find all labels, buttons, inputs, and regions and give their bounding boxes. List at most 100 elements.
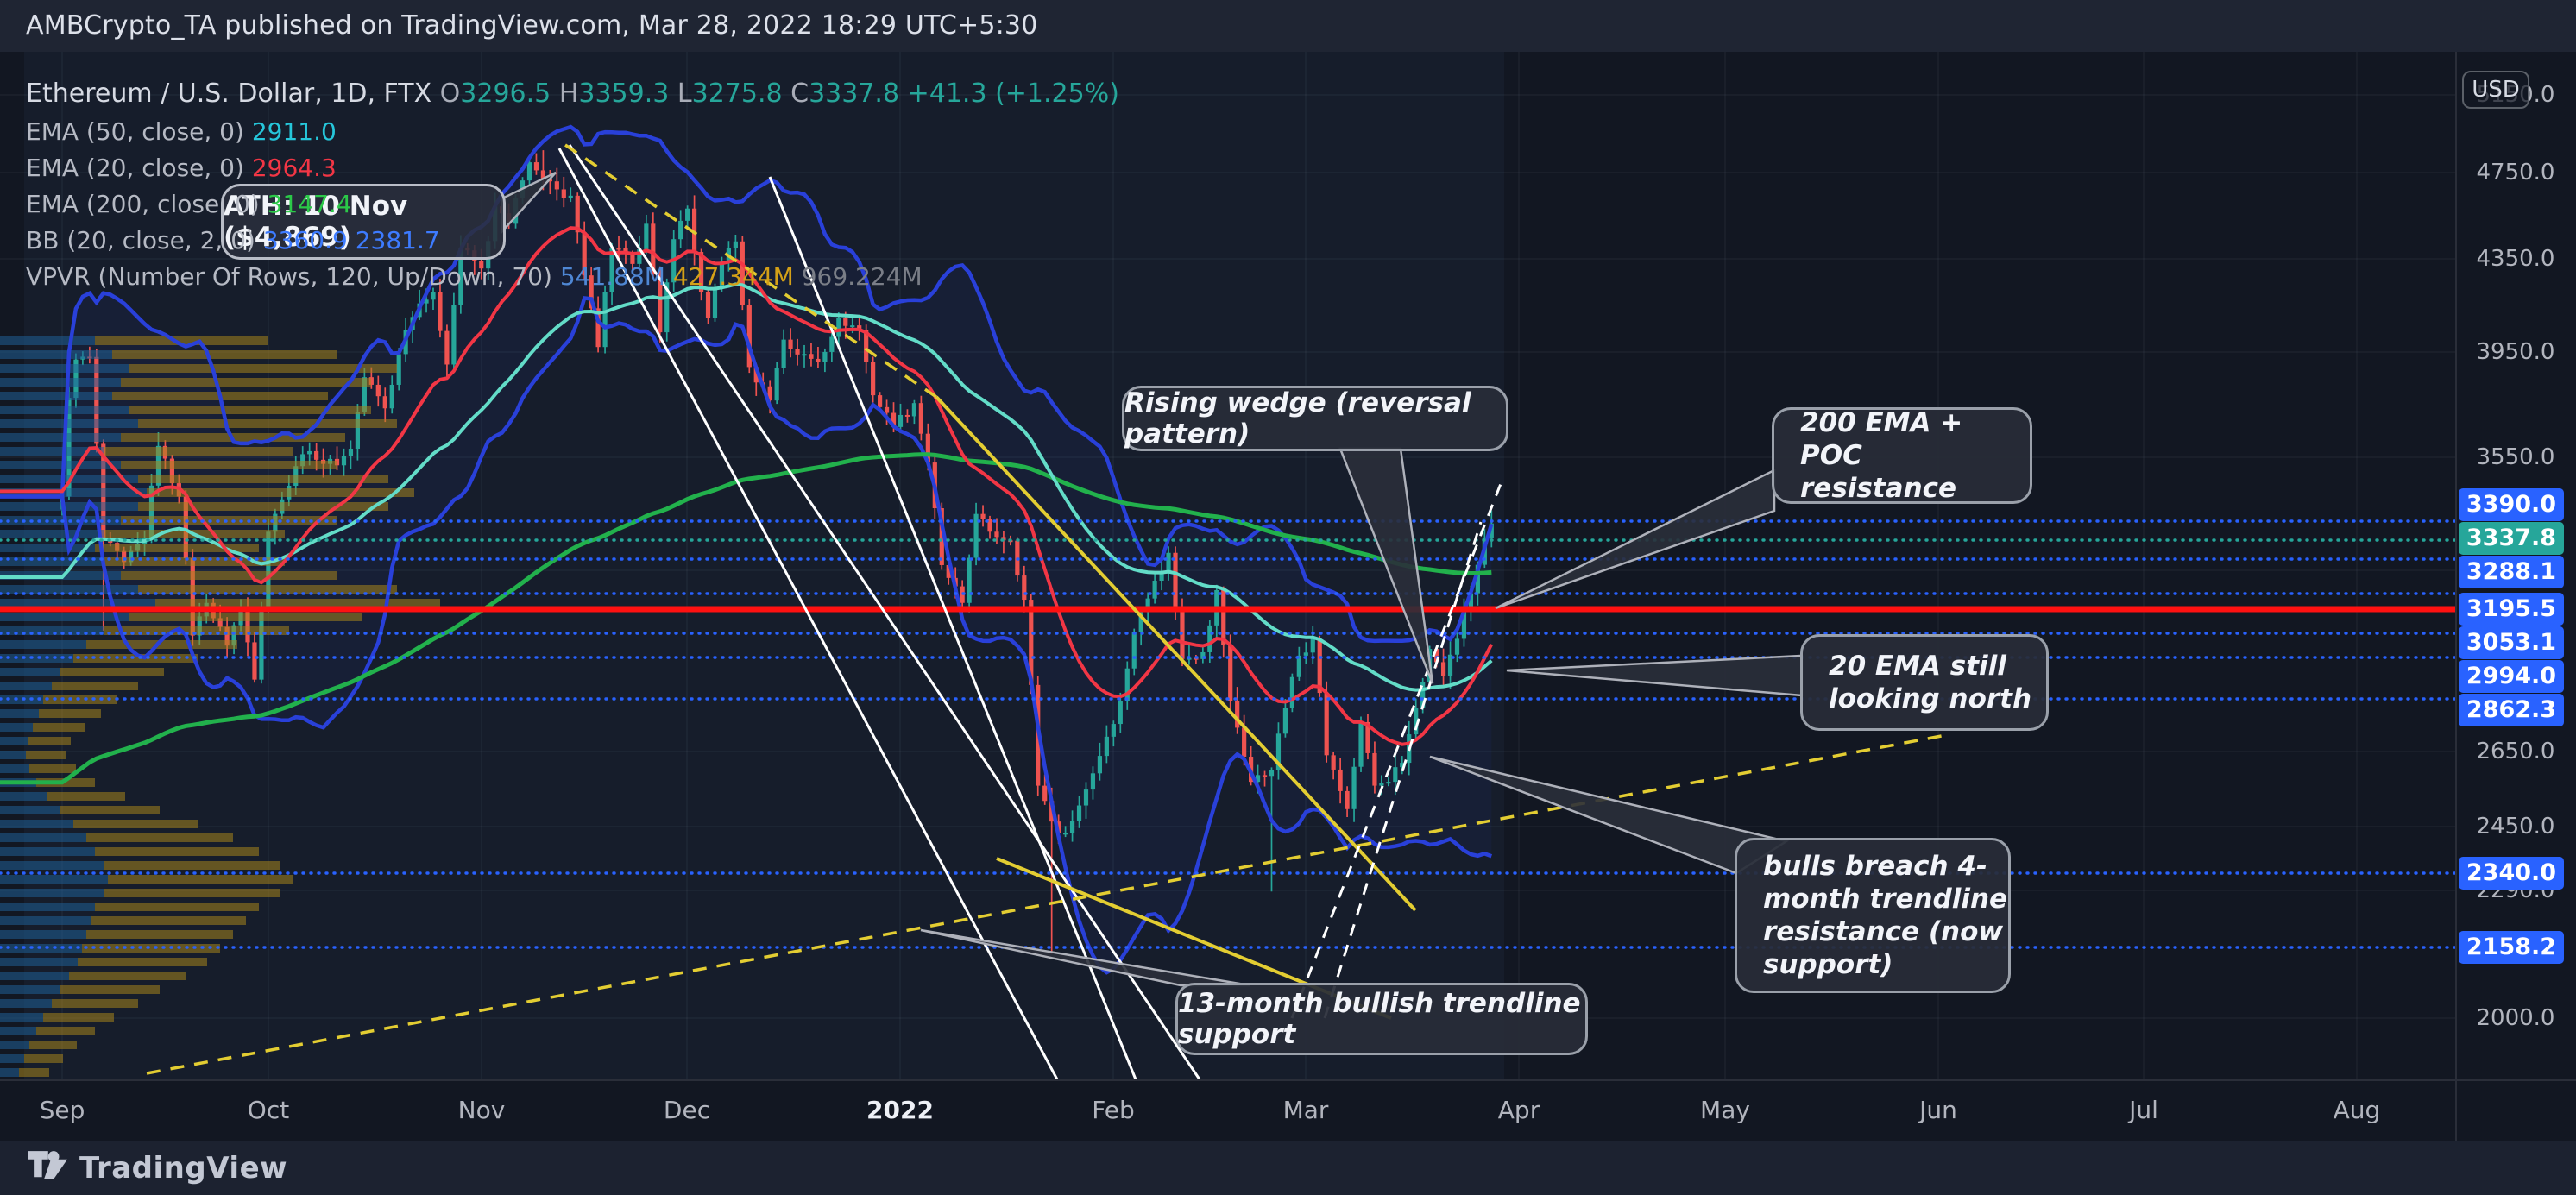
- vpvr-down-bar: [138, 502, 388, 511]
- legend-text-run: Ethereum / U.S. Dollar, 1D, FTX: [26, 79, 440, 109]
- candle-body: [602, 292, 608, 348]
- candle-body: [884, 406, 890, 413]
- time-axis-label: Aug: [2333, 1096, 2381, 1124]
- rising-wedge-dashed-line[interactable]: [1323, 521, 1483, 1019]
- candle-body: [781, 339, 786, 368]
- vpvr-up-bar: [0, 723, 33, 732]
- legend-text-run: EMA (200, close, 0): [26, 190, 268, 218]
- vpvr-down-bar: [138, 585, 397, 594]
- vpvr-down-bar: [24, 1054, 63, 1063]
- vpvr-down-bar: [86, 640, 237, 649]
- candle-body: [382, 396, 387, 409]
- vpvr-up-bar: [0, 806, 60, 814]
- candle-body: [1317, 638, 1322, 694]
- legend-text-run: 2964.3: [251, 154, 337, 182]
- candle-body: [857, 325, 862, 330]
- candle-body: [1111, 724, 1116, 737]
- vpvr-up-bar: [0, 1027, 36, 1035]
- vpvr-down-bar: [95, 903, 259, 911]
- legend-row-ema20[interactable]: EMA (20, close, 0) 2964.3: [26, 154, 337, 183]
- vpvr-down-bar: [104, 557, 285, 566]
- vpvr-up-bar: [0, 613, 129, 621]
- tradingview-logo[interactable]: TradingView: [28, 1151, 287, 1186]
- candle-body: [918, 403, 923, 434]
- price-tick-label: 2450.0: [2476, 814, 2555, 840]
- candle-body: [1461, 610, 1467, 639]
- vpvr-up-bar: [0, 764, 29, 773]
- vpvr-up-bar: [0, 833, 86, 842]
- legend-row-ema200[interactable]: EMA (200, close, 0) 3147.4: [26, 190, 352, 219]
- symbol-legend-row[interactable]: Ethereum / U.S. Dollar, 1D, FTX O3296.5 …: [26, 79, 1119, 109]
- yellow-13month-support-line[interactable]: [146, 733, 1947, 1075]
- candle-body: [609, 248, 614, 292]
- legend-text-run: 3360.9 2381.7: [262, 226, 440, 255]
- yellow-dashed-trendline[interactable]: [564, 143, 937, 399]
- time-axis-label: Apr: [1497, 1096, 1540, 1124]
- vpvr-down-bar: [104, 889, 280, 897]
- legend-text-run: VPVR (Number Of Rows, 120, Up/Down, 70): [26, 262, 560, 291]
- legend-row-ema50[interactable]: EMA (50, close, 0) 2911.0: [26, 117, 337, 147]
- candle-body: [1440, 662, 1446, 676]
- candle-body: [122, 550, 127, 563]
- price-tick-label: 3550.0: [2476, 444, 2555, 470]
- white-trendline[interactable]: [768, 176, 1137, 1079]
- attribution-text: AMBCrypto_TA published on TradingView.co…: [26, 10, 1038, 41]
- candle-body: [1124, 668, 1130, 701]
- candle-body: [1145, 598, 1150, 613]
- candle-body: [1104, 736, 1109, 757]
- bb-lower-line: [0, 296, 1493, 975]
- callout-20ema-north[interactable]: 20 EMA still looking north: [1800, 634, 2049, 731]
- candle-body: [190, 558, 195, 636]
- vpvr-down-bar: [121, 571, 337, 580]
- candle-body: [1207, 625, 1212, 652]
- candle-body: [774, 368, 779, 401]
- vpvr-down-bar: [78, 958, 207, 966]
- level-price-label: 2862.3: [2459, 694, 2564, 726]
- candle-body: [1022, 575, 1027, 601]
- legend-text-run: 3147.4: [267, 190, 352, 218]
- yellow-trendline[interactable]: [935, 395, 1417, 912]
- candle-body: [946, 564, 951, 578]
- callout-bulls-breach[interactable]: bulls breach 4- month trendline resistan…: [1735, 838, 2011, 993]
- vpvr-up-bar: [0, 1041, 29, 1049]
- vpvr-down-bar: [36, 1027, 95, 1035]
- vpvr-up-bar: [0, 875, 108, 884]
- candle-body: [307, 450, 312, 455]
- vpvr-down-bar: [104, 861, 280, 870]
- callout-200ema-poc[interactable]: 200 EMA + POC resistance: [1772, 407, 2032, 504]
- plot-area[interactable]: [0, 52, 2455, 1079]
- white-trendline[interactable]: [568, 144, 1201, 1079]
- vpvr-up-bar: [0, 820, 73, 828]
- level-price-label: 3195.5: [2459, 593, 2564, 626]
- legend-row-bb[interactable]: BB (20, close, 2, 0) 3360.9 2381.7: [26, 226, 440, 255]
- red-horizontal-level[interactable]: [0, 606, 2455, 613]
- candle-body: [1414, 708, 1419, 735]
- candle-body: [939, 508, 944, 565]
- vpvr-down-bar: [138, 419, 397, 428]
- candle-body: [1289, 676, 1294, 708]
- callout-ath[interactable]: ATH: 10 Nov ($4,869): [221, 184, 506, 260]
- callout-rising-wedge[interactable]: Rising wedge (reversal pattern): [1122, 386, 1508, 451]
- legend-text-run: BB (20, close, 2, 0): [26, 226, 263, 255]
- price-tick-label: 2650.0: [2476, 739, 2555, 764]
- legend-row-vpvr[interactable]: VPVR (Number Of Rows, 120, Up/Down, 70) …: [26, 262, 923, 292]
- callout-13month-trendline[interactable]: 13-month bullish trendline support: [1175, 983, 1588, 1055]
- legend-text-run: 3359.3: [578, 79, 677, 109]
- vpvr-up-bar: [0, 530, 104, 538]
- axis-divider-vertical: [2455, 52, 2457, 1141]
- candle-body: [698, 252, 704, 292]
- vpvr-up-bar: [0, 985, 60, 994]
- candle-body: [1242, 727, 1247, 758]
- vpvr-up-bar: [0, 544, 95, 552]
- vpvr-up-bar: [0, 640, 86, 649]
- candle-body: [809, 354, 814, 359]
- vpvr-down-bar: [43, 695, 117, 704]
- currency-button[interactable]: USD: [2462, 71, 2529, 109]
- candle-body: [396, 354, 401, 385]
- rising-wedge-dashed-line[interactable]: [1290, 476, 1505, 1019]
- candle-body: [1310, 638, 1315, 653]
- vpvr-up-bar: [0, 930, 86, 939]
- white-trendline[interactable]: [557, 148, 1059, 1079]
